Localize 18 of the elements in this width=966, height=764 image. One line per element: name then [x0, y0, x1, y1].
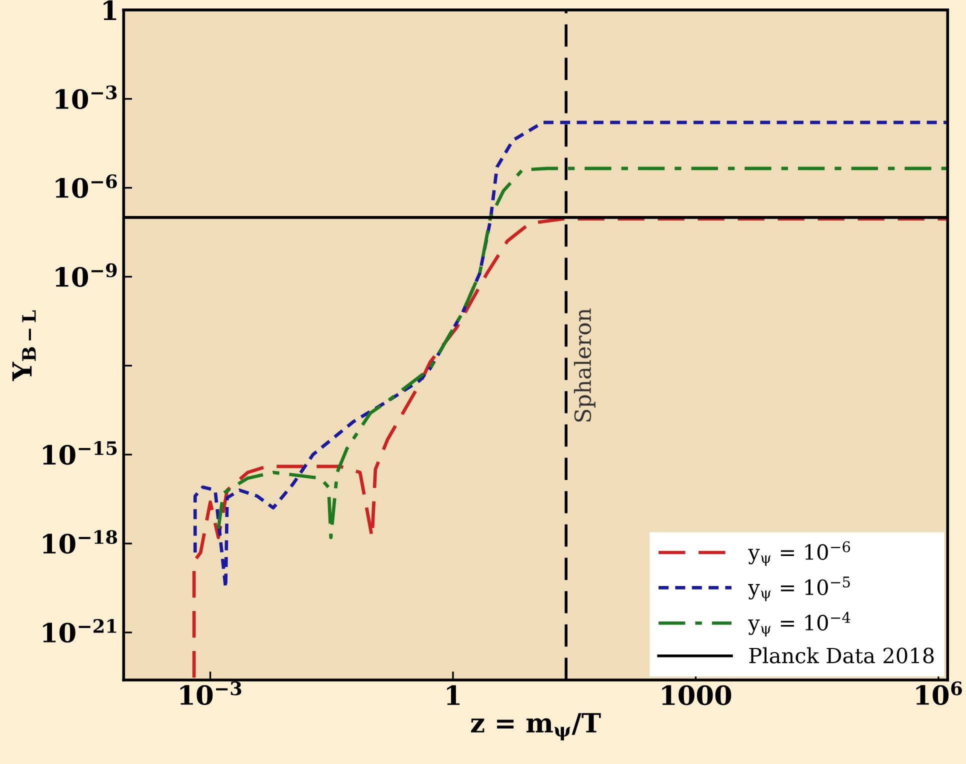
- x-axis-title: z = m$_{ψ}$/T: [471, 713, 601, 740]
- y-axis-title: Y$_{B−L}$: [12, 310, 36, 382]
- legend-label: y$_{ψ}$ = 10$^{−5}$: [748, 576, 850, 602]
- y-tick-label: 10$^{−15}$: [43, 441, 117, 465]
- y-tick-label: 10$^{−3}$: [56, 85, 117, 110]
- y-tick-label: 10$^{−9}$: [56, 263, 117, 287]
- x-tick-label: 10$^{−3}$: [180, 681, 242, 706]
- x-tick-label: 1000: [662, 685, 732, 706]
- legend-label: y$_{ψ}$ = 10$^{−6}$: [748, 541, 850, 566]
- y-tick-label: 10$^{−18}$: [43, 530, 118, 554]
- y-tick-label: 10$^{−6}$: [56, 174, 117, 198]
- legend-label: y$_{ψ}$ = 10$^{−4}$: [748, 612, 850, 637]
- ref-line-label: Sphaleron: [574, 308, 596, 422]
- x-tick-label: 1: [447, 685, 460, 705]
- y-tick-label: 1: [104, 0, 116, 20]
- y-tick-label: 10$^{−21}$: [43, 619, 116, 643]
- x-tick-label: 10$^{6}$: [916, 681, 962, 706]
- legend-label: Planck Data 2018: [749, 647, 934, 664]
